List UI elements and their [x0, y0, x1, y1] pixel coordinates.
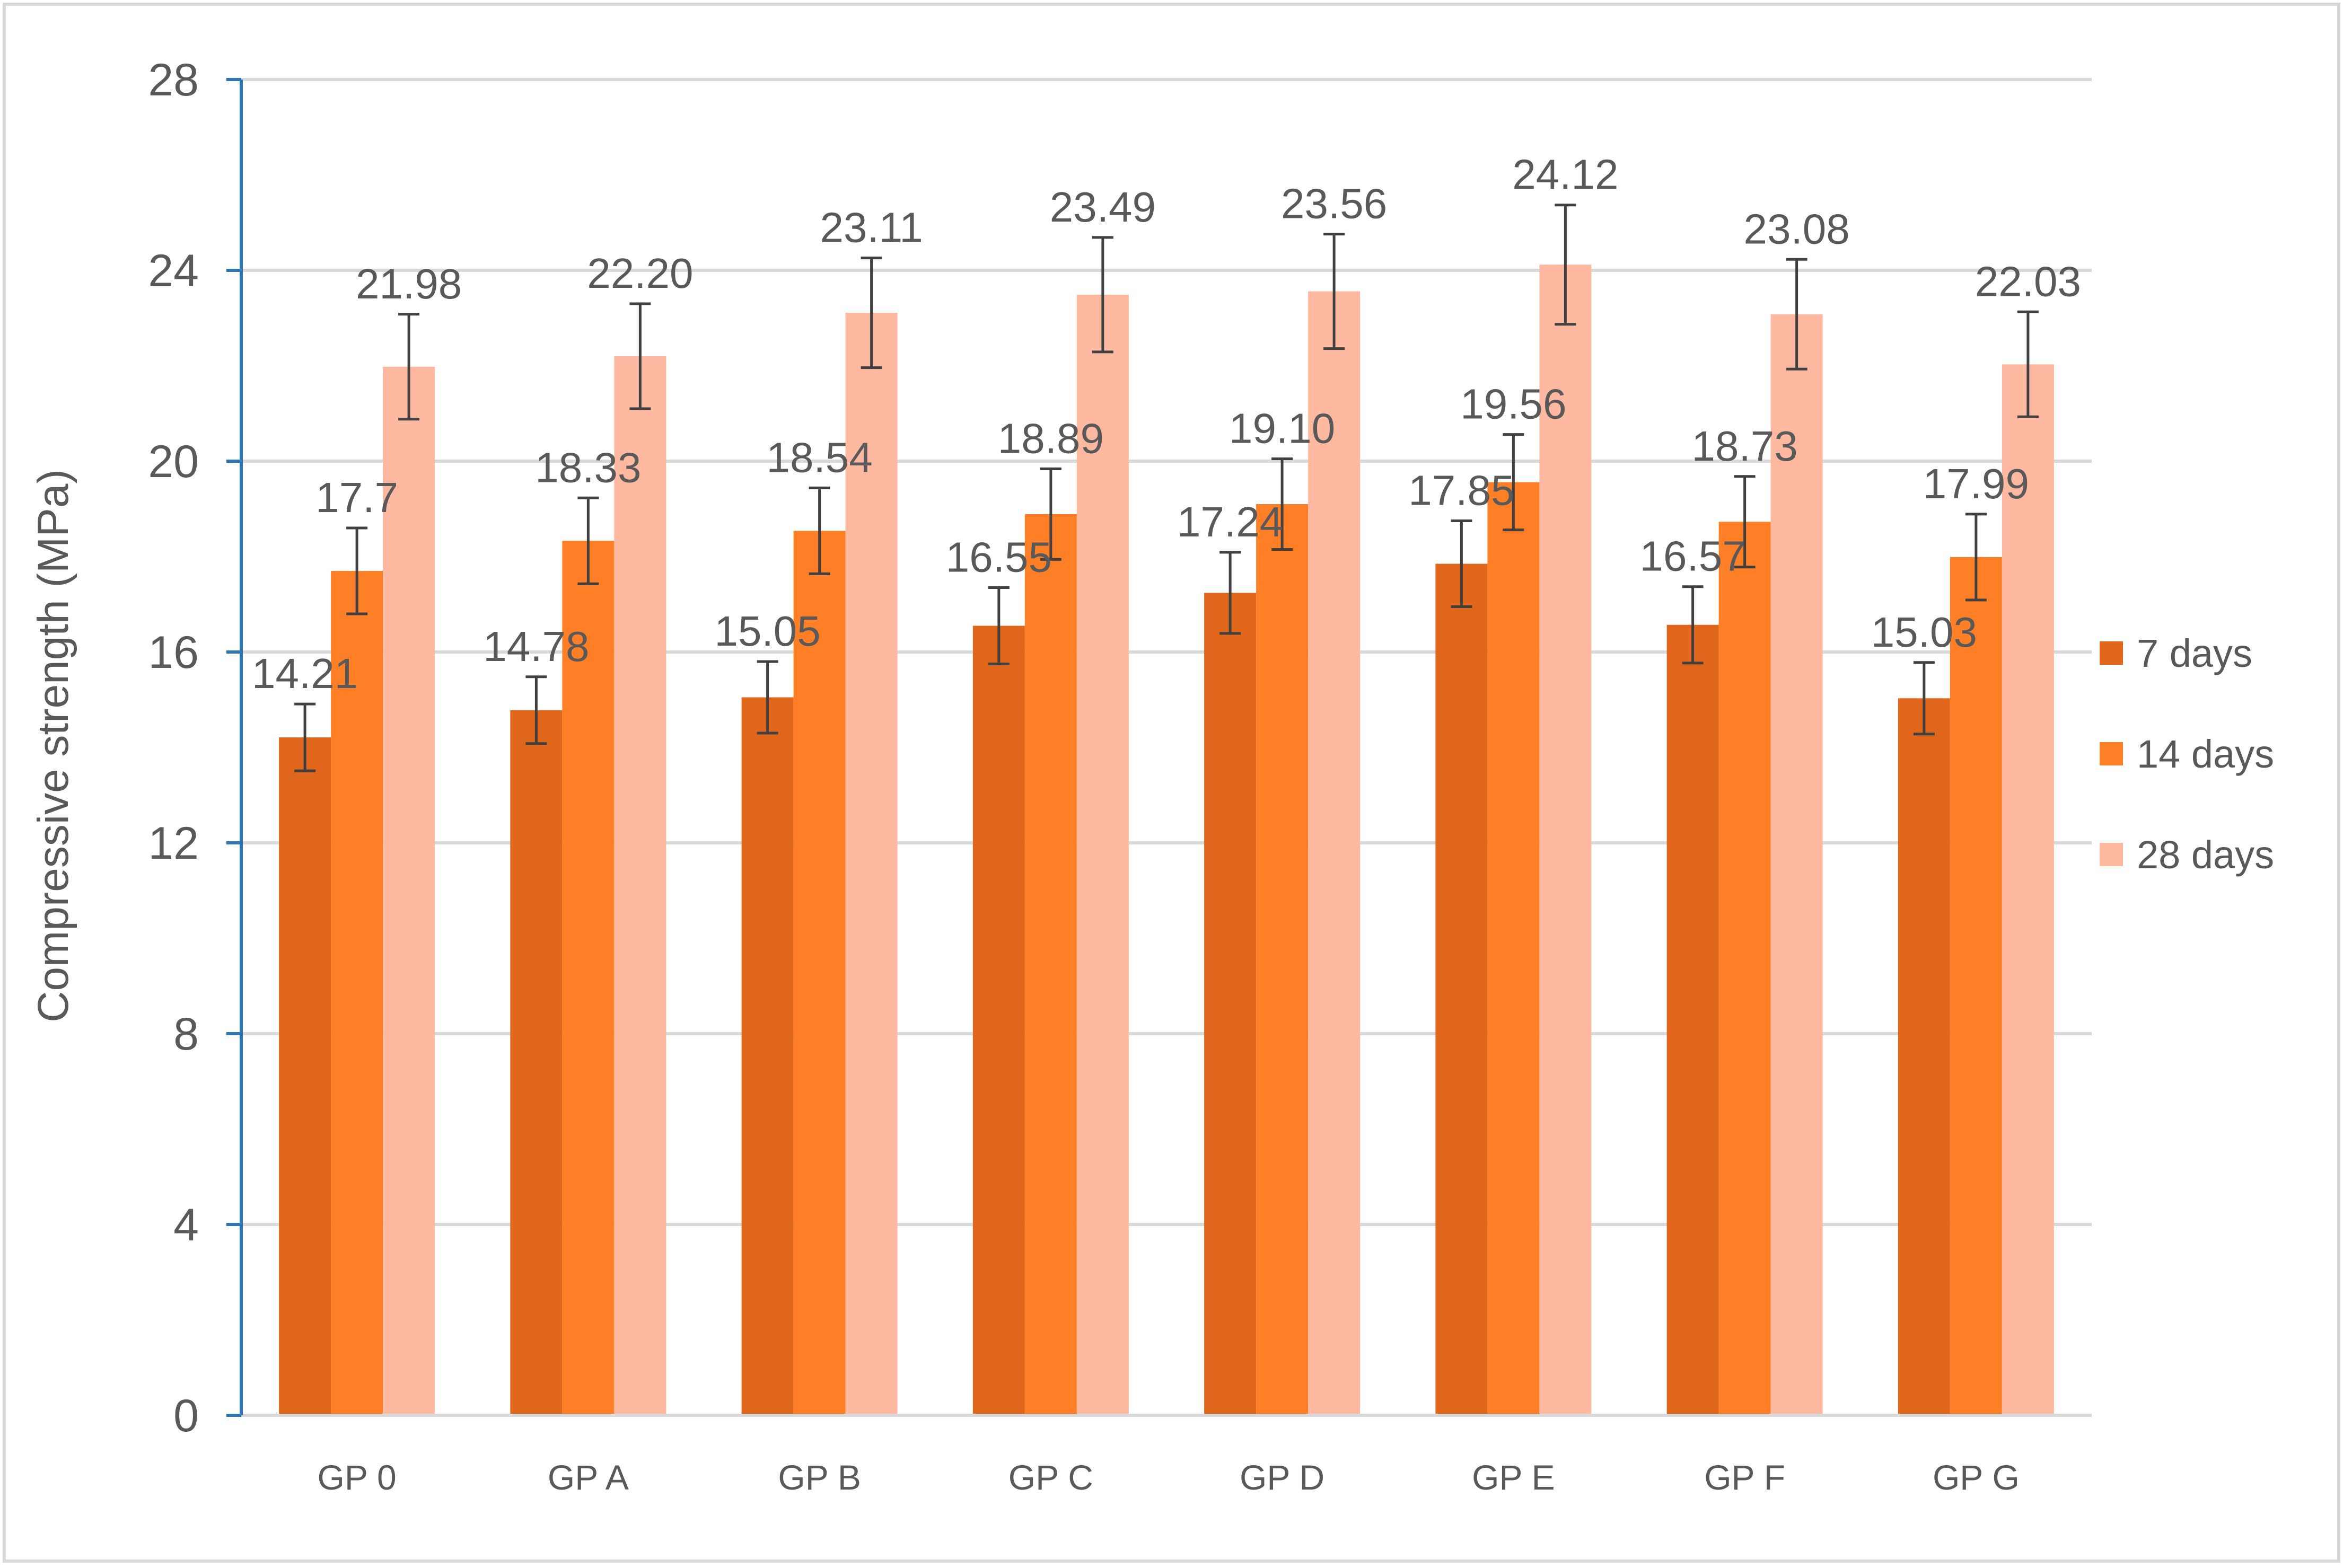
data-label: 17.7: [315, 474, 398, 521]
data-label: 23.56: [1281, 180, 1387, 227]
data-label: 15.05: [715, 607, 821, 655]
legend-swatch: [2100, 742, 2123, 765]
bar: [331, 571, 383, 1415]
x-tick-label: GP C: [1008, 1458, 1093, 1497]
legend-label: 28 days: [2137, 833, 2274, 877]
x-tick-label: GP 0: [318, 1458, 397, 1497]
bar: [510, 710, 563, 1415]
data-label: 17.24: [1177, 498, 1283, 545]
bar: [614, 356, 666, 1415]
bar: [562, 541, 615, 1415]
data-label: 14.21: [252, 650, 358, 697]
data-label: 22.03: [1975, 258, 2081, 305]
bar: [1076, 294, 1129, 1416]
bar: [1487, 482, 1540, 1415]
data-label: 24.12: [1512, 151, 1618, 198]
bar: [1770, 314, 1823, 1415]
bar: [1024, 514, 1077, 1415]
x-tick-label: GP B: [778, 1458, 861, 1497]
bar: [793, 531, 846, 1415]
x-tick-label: GP A: [548, 1458, 629, 1497]
data-label: 16.57: [1640, 533, 1746, 580]
bars: [279, 265, 2054, 1416]
y-tick-label: 4: [173, 1200, 199, 1250]
bar: [1666, 624, 1719, 1415]
data-label: 18.89: [998, 415, 1104, 462]
axes: 0 4 8 12 16 20 24 28 GP 0 GP A GP B GP C GP D GP E GP …: [148, 55, 2092, 1497]
data-label: 19.56: [1460, 381, 1566, 428]
y-tick-label: 28: [148, 55, 199, 105]
data-label: 18.54: [767, 434, 873, 481]
legend: 7 days 14 days 28 days: [2100, 631, 2274, 877]
y-tick-label: 20: [148, 436, 199, 487]
y-tick-label: 16: [148, 627, 199, 678]
bar: [1204, 593, 1257, 1415]
x-tick-label: GP G: [1933, 1458, 2020, 1497]
y-tick-label: 8: [173, 1009, 199, 1060]
data-label: 23.11: [820, 204, 923, 251]
bar: [1308, 291, 1361, 1415]
data-label: 23.49: [1050, 183, 1156, 231]
data-label: 18.33: [535, 444, 641, 491]
bar: [972, 626, 1025, 1415]
bar: [279, 737, 331, 1415]
y-tick-label: 12: [148, 818, 199, 869]
legend-swatch: [2100, 641, 2123, 665]
bar: [2002, 364, 2054, 1415]
error-bars: [294, 204, 2039, 772]
x-tick-label: GP F: [1704, 1458, 1785, 1497]
y-axis-title: Compressive strength (MPa): [29, 469, 77, 1023]
bar: [845, 313, 898, 1415]
data-label: 21.98: [356, 260, 462, 307]
bar: [1950, 557, 2002, 1415]
y-tick-label: 0: [173, 1390, 199, 1441]
data-label: 14.78: [483, 623, 589, 670]
bar: [1539, 265, 1592, 1416]
data-label: 15.03: [1871, 609, 1977, 656]
legend-swatch: [2100, 843, 2123, 866]
bar: [1898, 698, 1950, 1415]
data-label: 23.08: [1744, 205, 1850, 252]
bar: [741, 697, 794, 1415]
data-labels: 14.21 17.7 21.98 14.78 18.33 22.20 15.05 18.54 2…: [252, 151, 2081, 697]
x-tick-label: GP E: [1472, 1458, 1555, 1497]
data-label: 17.85: [1408, 467, 1514, 514]
data-label: 19.10: [1229, 405, 1335, 452]
bar: [383, 366, 435, 1415]
x-tick-label: GP D: [1240, 1458, 1324, 1497]
data-label: 22.20: [587, 250, 693, 297]
legend-label: 7 days: [2137, 631, 2252, 675]
bar: [1718, 522, 1771, 1415]
bar: [1435, 563, 1488, 1415]
y-tick-label: 24: [148, 245, 199, 296]
bar: [1256, 504, 1309, 1415]
data-label: 16.55: [946, 534, 1052, 581]
legend-label: 14 days: [2137, 732, 2274, 776]
data-label: 18.73: [1692, 422, 1798, 470]
data-label: 17.99: [1923, 460, 2029, 507]
